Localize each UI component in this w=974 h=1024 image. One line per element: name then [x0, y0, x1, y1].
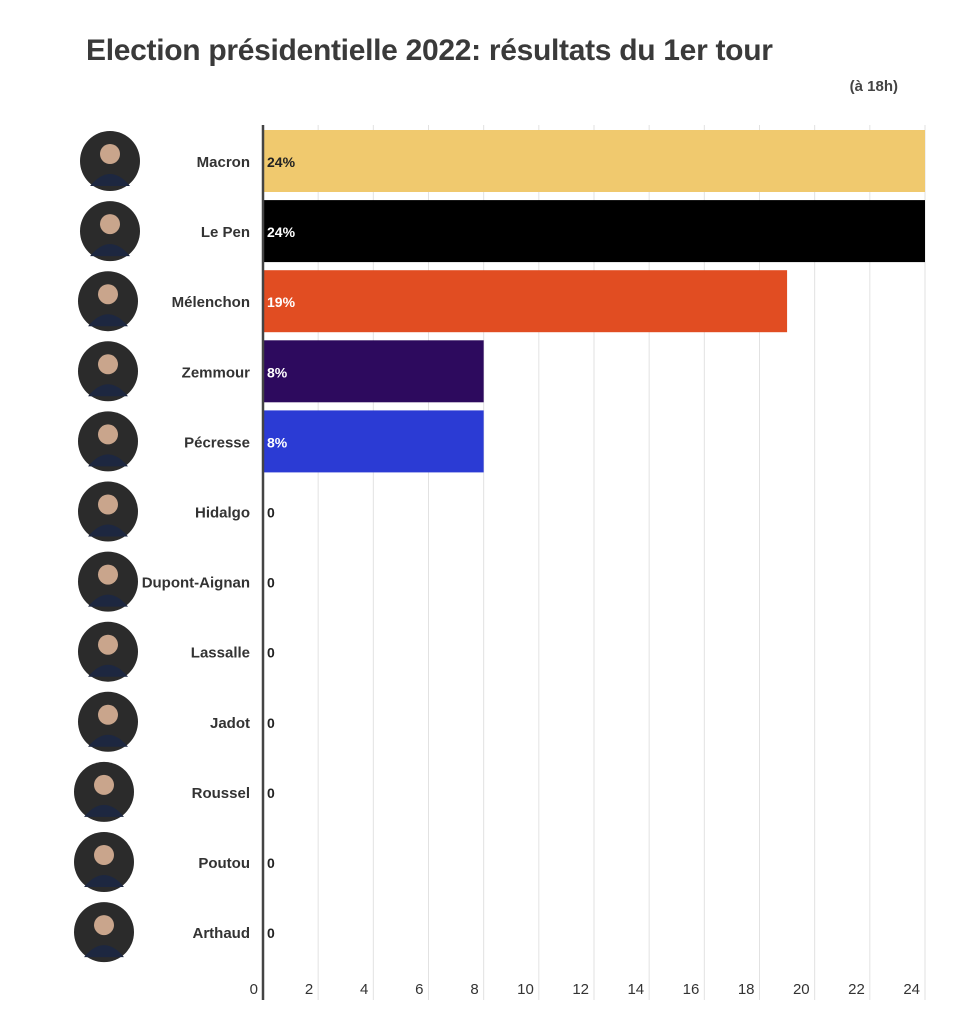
- x-tick-label: 8: [470, 981, 478, 998]
- x-tick-label: 20: [793, 981, 810, 998]
- bar: [263, 340, 484, 403]
- x-tick-label: 22: [848, 981, 865, 998]
- x-tick-label: 4: [360, 981, 368, 998]
- avatar-face-icon: [98, 704, 118, 725]
- avatar-shoulders-icon: [90, 244, 130, 257]
- avatar-face-icon: [94, 774, 114, 795]
- avatar-face-icon: [98, 424, 118, 445]
- bar: [263, 200, 925, 263]
- value-label: 19%: [267, 294, 296, 310]
- bar: [263, 270, 788, 333]
- x-tick-label: 12: [572, 981, 589, 998]
- avatar-shoulders-icon: [88, 594, 128, 607]
- value-label: 8%: [267, 364, 288, 380]
- category-label: Jadot: [210, 715, 250, 732]
- avatar-face-icon: [100, 144, 120, 164]
- avatar-shoulders-icon: [88, 664, 128, 677]
- value-label: 0: [267, 645, 275, 661]
- avatar-shoulders-icon: [88, 454, 128, 467]
- avatar-shoulders-icon: [88, 524, 128, 537]
- bar: [263, 130, 925, 192]
- x-tick-label: 24: [903, 981, 920, 998]
- avatar-shoulders-icon: [90, 174, 130, 186]
- category-label: Le Pen: [201, 224, 250, 241]
- avatar-face-icon: [98, 354, 118, 375]
- category-label: Pécresse: [184, 434, 250, 451]
- category-label: Arthaud: [193, 925, 251, 942]
- value-label: 0: [267, 505, 275, 521]
- avatar-shoulders-icon: [88, 314, 128, 327]
- x-tick-label: 0: [250, 981, 258, 998]
- category-label: Lassalle: [191, 645, 250, 662]
- value-label: 0: [267, 785, 275, 801]
- avatar-face-icon: [98, 494, 118, 515]
- x-tick-label: 14: [627, 981, 644, 998]
- x-tick-label: 10: [517, 981, 534, 998]
- avatar-face-icon: [98, 634, 118, 655]
- category-label: Dupont-Aignan: [142, 575, 250, 592]
- category-label: Roussel: [192, 785, 250, 802]
- chart-subtitle: (à 18h): [849, 78, 898, 95]
- category-label: Hidalgo: [195, 505, 250, 522]
- avatar-face-icon: [98, 284, 118, 305]
- value-label: 0: [267, 715, 275, 731]
- x-tick-label: 16: [683, 981, 700, 998]
- value-label: 24%: [267, 154, 296, 170]
- avatar-face-icon: [94, 915, 114, 936]
- value-label: 0: [267, 575, 275, 591]
- avatar-shoulders-icon: [84, 945, 124, 958]
- category-label: Mélenchon: [172, 294, 250, 311]
- x-tick-label: 18: [738, 981, 755, 998]
- x-tick-label: 2: [305, 981, 313, 998]
- category-label: Poutou: [198, 855, 250, 872]
- avatar-shoulders-icon: [88, 734, 128, 747]
- value-label: 8%: [267, 434, 288, 450]
- avatar-face-icon: [94, 845, 114, 865]
- bar: [263, 410, 484, 473]
- value-label: 24%: [267, 224, 296, 240]
- chart-title: Election présidentielle 2022: résultats …: [86, 34, 773, 67]
- x-tick-label: 6: [415, 981, 423, 998]
- category-label: Macron: [197, 154, 250, 171]
- avatar-shoulders-icon: [84, 875, 124, 887]
- avatar-shoulders-icon: [88, 384, 128, 397]
- value-label: 0: [267, 855, 275, 871]
- avatar-shoulders-icon: [84, 804, 124, 817]
- value-label: 0: [267, 925, 275, 941]
- avatar-face-icon: [98, 564, 118, 585]
- avatar-face-icon: [100, 214, 120, 235]
- category-label: Zemmour: [182, 364, 251, 381]
